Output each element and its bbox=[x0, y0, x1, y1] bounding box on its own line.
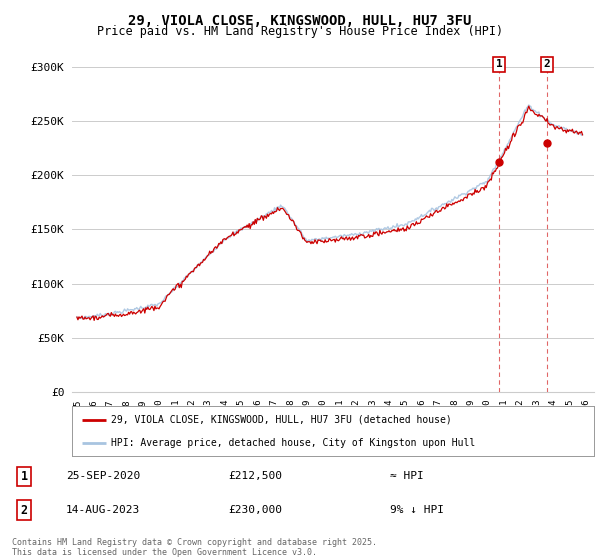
Text: £212,500: £212,500 bbox=[228, 472, 282, 482]
Text: ≈ HPI: ≈ HPI bbox=[390, 472, 424, 482]
Text: 14-AUG-2023: 14-AUG-2023 bbox=[66, 505, 140, 515]
Text: 29, VIOLA CLOSE, KINGSWOOD, HULL, HU7 3FU (detached house): 29, VIOLA CLOSE, KINGSWOOD, HULL, HU7 3F… bbox=[111, 414, 452, 424]
Text: 2: 2 bbox=[544, 59, 550, 69]
Text: Price paid vs. HM Land Registry's House Price Index (HPI): Price paid vs. HM Land Registry's House … bbox=[97, 25, 503, 38]
Text: 1: 1 bbox=[496, 59, 503, 69]
Text: 2: 2 bbox=[20, 503, 28, 517]
Text: £230,000: £230,000 bbox=[228, 505, 282, 515]
Text: 9% ↓ HPI: 9% ↓ HPI bbox=[390, 505, 444, 515]
Text: 29, VIOLA CLOSE, KINGSWOOD, HULL, HU7 3FU: 29, VIOLA CLOSE, KINGSWOOD, HULL, HU7 3F… bbox=[128, 14, 472, 28]
Text: HPI: Average price, detached house, City of Kingston upon Hull: HPI: Average price, detached house, City… bbox=[111, 438, 475, 448]
Text: 25-SEP-2020: 25-SEP-2020 bbox=[66, 472, 140, 482]
Text: 1: 1 bbox=[20, 470, 28, 483]
Text: Contains HM Land Registry data © Crown copyright and database right 2025.
This d: Contains HM Land Registry data © Crown c… bbox=[12, 538, 377, 557]
